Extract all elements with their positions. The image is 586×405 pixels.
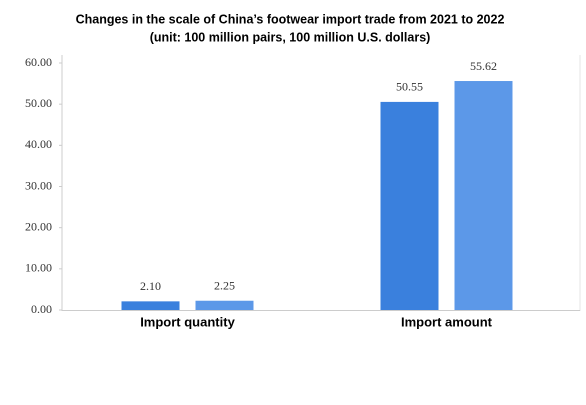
x-tick-label: Import quantity	[140, 314, 235, 329]
y-tick-label: 30.00	[25, 178, 52, 192]
value-label: 50.55	[396, 80, 423, 94]
value-label: 2.25	[214, 278, 235, 292]
y-tick-label: 10.00	[25, 261, 52, 275]
y-tick-label: 0.00	[31, 302, 52, 316]
value-label: 55.62	[470, 59, 497, 73]
chart-title: Changes in the scale of China’s footwear…	[76, 12, 505, 26]
y-tick-label: 60.00	[25, 55, 52, 69]
x-tick-label: Import amount	[401, 314, 493, 329]
y-tick-label: 20.00	[25, 219, 52, 233]
bar	[121, 301, 180, 310]
bar	[195, 300, 254, 310]
chart-subtitle: (unit: 100 million pairs, 100 million U.…	[150, 30, 431, 44]
y-tick-label: 50.00	[25, 96, 52, 110]
bar	[454, 81, 513, 310]
bar	[380, 101, 439, 310]
y-tick-label: 40.00	[25, 137, 52, 151]
value-label: 2.10	[140, 279, 161, 293]
